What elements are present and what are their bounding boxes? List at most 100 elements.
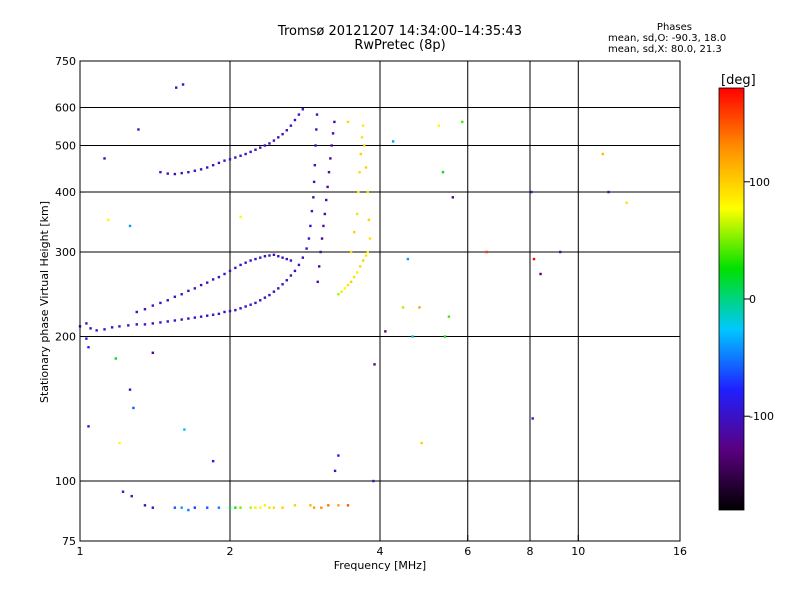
echo-point	[151, 506, 155, 509]
grid	[80, 61, 680, 541]
echo-point	[301, 108, 305, 111]
y-tick-label: 300	[55, 246, 76, 259]
echo-point	[135, 323, 138, 326]
echo-point	[447, 315, 451, 318]
echo-point	[244, 152, 247, 156]
echo-point	[406, 257, 410, 261]
echo-point	[277, 255, 280, 258]
echo-point	[359, 152, 362, 156]
echo-point	[166, 172, 169, 175]
x-tick-label: 1	[77, 545, 84, 558]
echo-point	[89, 327, 92, 330]
echo-point	[349, 250, 353, 254]
echo-point	[316, 280, 319, 284]
echo-point	[437, 124, 441, 127]
echo-point	[268, 142, 271, 145]
echo-point	[180, 171, 183, 175]
echo-point	[320, 237, 324, 240]
echo-point	[285, 129, 288, 132]
echo-point	[297, 113, 301, 116]
echo-point	[263, 296, 267, 299]
echo-point	[352, 275, 356, 279]
echo-point	[151, 351, 155, 354]
echo-point	[259, 256, 262, 259]
echo-point	[532, 257, 536, 261]
echo-point	[259, 146, 262, 149]
echo-point	[259, 299, 262, 302]
echo-point	[352, 230, 356, 234]
echo-point	[228, 158, 232, 161]
echo-point	[349, 280, 353, 284]
echo-point	[193, 506, 197, 509]
echo-point	[368, 237, 372, 240]
echo-point	[166, 299, 169, 302]
echo-point	[127, 324, 130, 327]
echo-point	[187, 317, 190, 320]
colorbar-label: [deg]	[721, 73, 756, 88]
echo-points	[78, 83, 628, 512]
echo-point	[205, 166, 209, 169]
echo-point	[132, 406, 135, 410]
echo-point	[315, 113, 319, 116]
echo-point	[315, 128, 318, 131]
echo-point	[281, 132, 284, 136]
echo-point	[263, 504, 267, 507]
echo-point	[364, 254, 368, 257]
echo-point	[128, 388, 132, 391]
echo-point	[263, 144, 267, 147]
echo-point	[110, 326, 114, 329]
echo-point	[103, 157, 106, 160]
colorbar-tick-label: 0	[749, 293, 756, 306]
echo-point	[363, 144, 366, 147]
echo-point	[249, 303, 252, 306]
echo-point	[293, 118, 297, 122]
echo-point	[361, 259, 365, 262]
echo-point	[249, 150, 252, 154]
echo-point	[180, 318, 183, 321]
echo-point	[263, 255, 267, 258]
colorbar-ticks: 100 0 -100	[744, 176, 774, 423]
echo-point	[411, 335, 414, 338]
echo-point	[228, 269, 232, 273]
y-tick-label: 400	[55, 186, 76, 199]
chart-title: Tromsø 20121207 14:34:00–14:35:43	[277, 24, 523, 39]
echo-point	[187, 508, 190, 512]
echo-point	[143, 308, 147, 311]
echo-point	[320, 506, 323, 509]
echo-point	[285, 257, 288, 261]
echo-point	[259, 506, 262, 509]
phase-legend-o: mean, sd,O: -90.3, 18.0	[608, 33, 727, 44]
echo-point	[173, 319, 177, 322]
colorbar	[718, 87, 745, 511]
echo-point	[87, 346, 90, 349]
echo-point	[281, 283, 284, 286]
echo-point	[358, 170, 361, 174]
echo-point	[366, 250, 369, 254]
echo-point	[326, 185, 329, 189]
echo-point	[329, 157, 332, 160]
echo-point	[268, 506, 271, 509]
echo-point	[607, 190, 610, 194]
echo-point	[272, 253, 276, 257]
echo-point	[330, 144, 333, 147]
echo-point	[239, 154, 242, 157]
echo-point	[249, 506, 252, 509]
echo-point	[223, 159, 226, 162]
echo-point	[114, 357, 118, 360]
echo-point	[239, 263, 242, 267]
echo-point	[360, 136, 364, 139]
echo-point	[293, 504, 297, 507]
echo-point	[118, 325, 121, 328]
echo-point	[357, 190, 360, 194]
echo-point	[310, 209, 314, 213]
echo-point	[277, 136, 280, 139]
echo-point	[223, 272, 226, 276]
y-axis-label: Stationary phase Virtual Height [km]	[38, 201, 51, 403]
echo-point	[143, 504, 147, 507]
echo-point	[254, 506, 257, 509]
echo-point	[85, 322, 88, 325]
echo-point	[443, 335, 447, 338]
echo-point	[85, 337, 88, 340]
echo-point	[211, 163, 215, 167]
